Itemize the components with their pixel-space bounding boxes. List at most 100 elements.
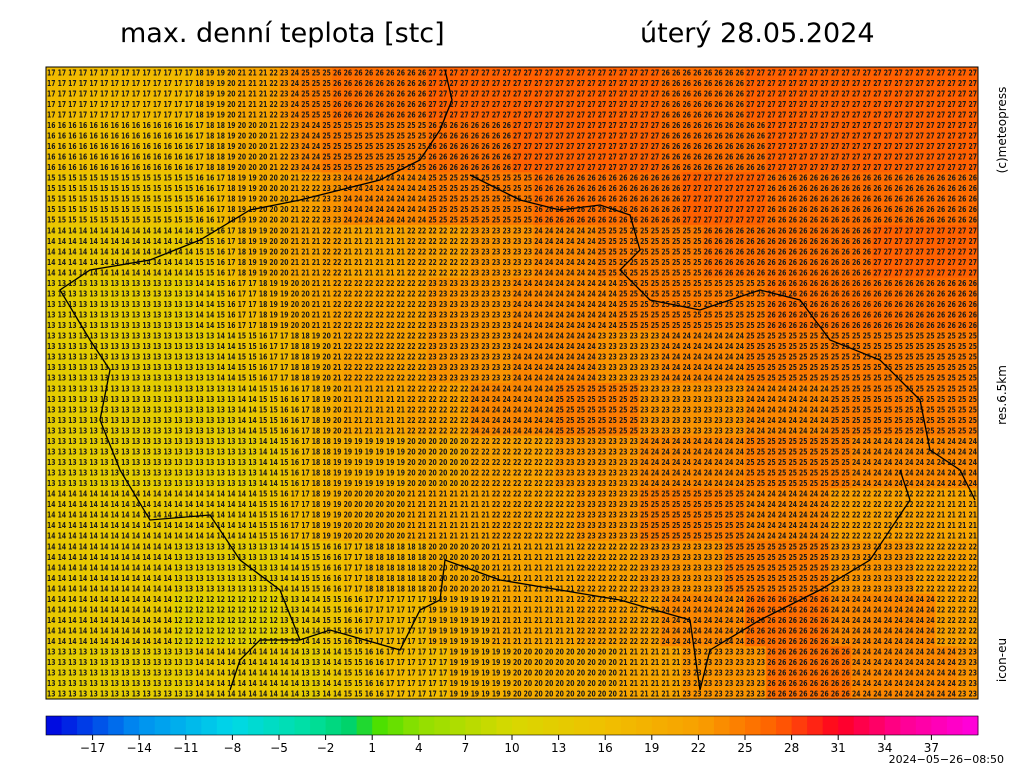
cell xyxy=(310,593,322,605)
cell xyxy=(300,519,312,531)
cell xyxy=(183,161,195,173)
cell xyxy=(501,509,513,521)
cell xyxy=(98,267,111,279)
cell xyxy=(374,193,386,205)
cell xyxy=(427,256,439,268)
cell xyxy=(564,161,577,173)
cell xyxy=(512,109,524,121)
cell xyxy=(257,393,269,405)
cell xyxy=(194,298,206,310)
cell xyxy=(406,614,418,626)
cell xyxy=(734,372,746,384)
cell xyxy=(279,488,291,500)
cell xyxy=(67,519,79,531)
cell xyxy=(226,635,238,647)
cell xyxy=(967,498,979,510)
cell xyxy=(437,130,449,142)
cell xyxy=(236,225,248,237)
cell xyxy=(268,193,280,205)
cell xyxy=(925,614,937,626)
cell xyxy=(321,151,333,163)
cell xyxy=(660,541,672,553)
cell xyxy=(829,256,841,268)
cell xyxy=(310,351,322,363)
cell xyxy=(353,393,365,405)
cell xyxy=(501,593,513,605)
cell xyxy=(226,383,238,395)
cell xyxy=(925,193,937,205)
cell xyxy=(723,646,735,658)
cell xyxy=(130,614,142,626)
cell xyxy=(384,309,396,321)
cell xyxy=(374,361,386,373)
cell xyxy=(236,635,248,647)
cell xyxy=(331,541,344,553)
cell xyxy=(289,572,301,584)
cell xyxy=(745,109,757,121)
cell xyxy=(194,467,206,479)
cell xyxy=(300,467,312,479)
cell xyxy=(755,235,767,247)
cell xyxy=(448,456,460,468)
cell xyxy=(702,77,714,89)
cell xyxy=(903,109,915,121)
cell xyxy=(512,77,524,89)
cell xyxy=(596,562,608,574)
cell xyxy=(310,383,322,395)
cell xyxy=(522,203,534,215)
cell xyxy=(649,161,661,173)
cell xyxy=(173,151,185,163)
cell xyxy=(490,109,502,121)
cell xyxy=(130,383,142,395)
cell xyxy=(893,309,905,321)
cell xyxy=(639,88,651,100)
cell xyxy=(236,351,248,363)
cell xyxy=(533,372,545,384)
cell xyxy=(321,98,333,110)
cell xyxy=(395,519,407,531)
cell xyxy=(766,267,778,279)
cell xyxy=(734,519,746,531)
cell xyxy=(204,562,216,574)
cell xyxy=(946,572,958,584)
cell xyxy=(384,593,396,605)
cell xyxy=(141,319,153,331)
cell xyxy=(564,130,577,142)
cell xyxy=(310,140,322,152)
cell xyxy=(787,161,799,173)
cell xyxy=(501,541,513,553)
cell xyxy=(925,625,937,637)
cell xyxy=(437,330,449,342)
cell xyxy=(459,604,471,616)
cell xyxy=(522,414,534,426)
cell xyxy=(480,488,492,500)
cell xyxy=(469,319,481,331)
cell xyxy=(882,646,894,658)
cell xyxy=(183,383,195,395)
cell xyxy=(861,467,873,479)
cell xyxy=(607,646,619,658)
cell xyxy=(247,614,259,626)
cell xyxy=(607,372,619,384)
cell xyxy=(120,235,132,247)
cell xyxy=(596,340,608,352)
cell xyxy=(501,435,513,447)
cell xyxy=(956,498,968,510)
cell xyxy=(279,182,291,194)
cell xyxy=(956,530,968,542)
cell xyxy=(247,635,259,647)
cell xyxy=(501,88,513,100)
cell xyxy=(384,509,396,521)
cell xyxy=(681,456,693,468)
cell xyxy=(819,267,831,279)
cell xyxy=(215,214,227,226)
cell xyxy=(649,340,661,352)
cell xyxy=(268,467,280,479)
cell xyxy=(512,572,524,584)
cell xyxy=(279,67,291,79)
cell xyxy=(808,214,820,226)
cell xyxy=(268,361,280,373)
cell xyxy=(797,214,810,226)
cell xyxy=(204,425,216,437)
cell xyxy=(797,541,810,553)
